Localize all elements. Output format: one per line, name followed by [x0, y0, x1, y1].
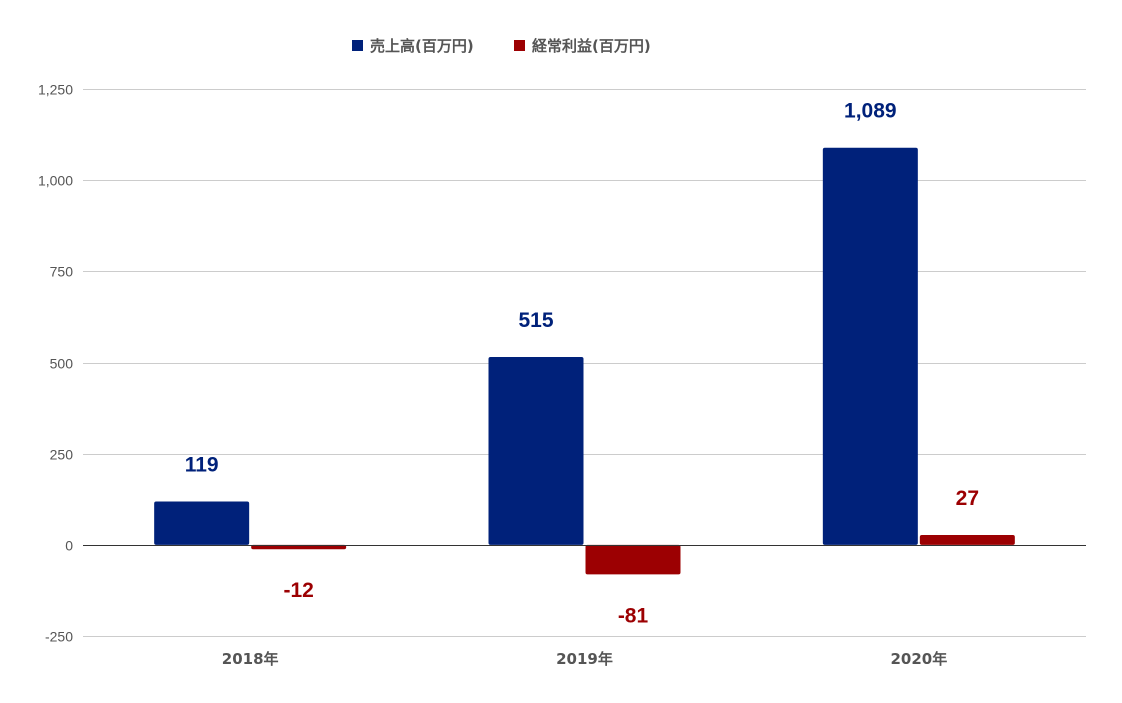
legend: 売上高(百万円) 経常利益(百万円)	[352, 37, 651, 55]
y-tick-label: 1,000	[38, 173, 73, 189]
bar-sales-2018	[154, 501, 250, 545]
y-tick-label: 0	[65, 538, 73, 554]
axes: -250 0 250 500 750 1,000 1,250 2018年 2019年 2020年	[38, 82, 1086, 668]
legend-label: 売上高(百万円)	[370, 37, 474, 55]
data-label: 119	[185, 453, 219, 476]
x-tick-label: 2020年	[890, 650, 947, 668]
y-tick-label: 1,250	[38, 82, 73, 98]
y-tick-label: 250	[50, 447, 74, 463]
bar-sales-2019	[488, 357, 584, 545]
legend-swatch	[514, 40, 525, 51]
bar-profit-2020	[919, 534, 1015, 545]
legend-label: 経常利益(百万円)	[532, 37, 651, 55]
data-labels: 119 -12 515 -81 1,089 27	[185, 100, 979, 628]
x-tick-label: 2019年	[556, 650, 613, 668]
y-tick-label: -250	[45, 629, 73, 645]
data-label: 27	[956, 487, 979, 510]
bars	[154, 147, 1015, 575]
y-tick-label: 500	[50, 356, 74, 372]
legend-swatch	[352, 40, 363, 51]
data-label: -81	[618, 604, 649, 627]
bar-profit-2019	[585, 544, 681, 575]
bar-sales-2020	[822, 147, 918, 545]
data-label: 1,089	[844, 100, 897, 123]
grid	[83, 89, 1086, 637]
x-tick-label: 2018年	[222, 650, 279, 668]
data-label: -12	[283, 579, 313, 602]
data-label: 515	[518, 309, 553, 332]
y-tick-label: 750	[50, 264, 74, 280]
